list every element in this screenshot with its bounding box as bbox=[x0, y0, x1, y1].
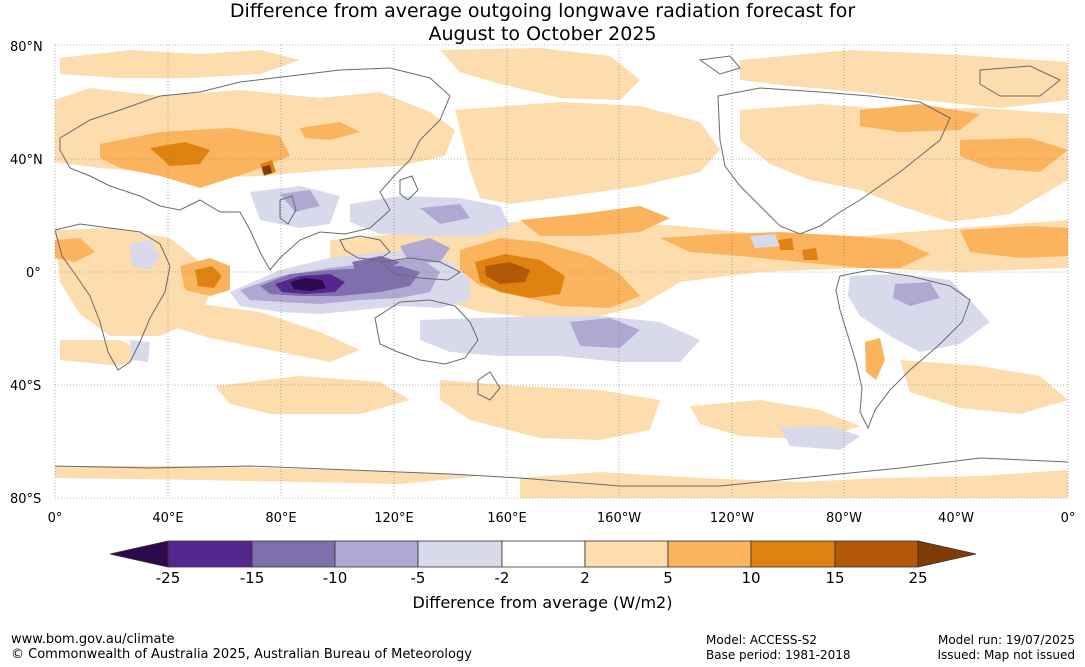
lon-label-80w: 80°W bbox=[826, 511, 862, 526]
lat-label-40s: 40°S bbox=[10, 379, 41, 394]
lon-label-40w: 40°W bbox=[938, 511, 974, 526]
colorbar-tick: 5 bbox=[663, 569, 673, 587]
footer-model-info: Model: ACCESS-S2 Base period: 1981-2018 bbox=[706, 633, 851, 663]
base-period: Base period: 1981-2018 bbox=[706, 648, 851, 662]
colorbar-tick: 15 bbox=[825, 569, 844, 587]
colorbar-swatch bbox=[584, 540, 669, 568]
colorbar-tick: -10 bbox=[323, 569, 348, 587]
copyright-text: © Commonwealth of Australia 2025, Austra… bbox=[11, 647, 472, 662]
colorbar-tick: -2 bbox=[495, 569, 510, 587]
lon-label-80e: 80°E bbox=[265, 511, 296, 526]
lon-label-0: 0° bbox=[48, 511, 63, 526]
colorbar-swatch bbox=[750, 540, 836, 568]
lat-label-equator: 0° bbox=[26, 266, 41, 281]
colorbar-label: Difference from average (W/m2) bbox=[412, 593, 673, 612]
lat-label-40n: 40°N bbox=[10, 153, 43, 168]
anomaly-fields bbox=[55, 45, 1068, 498]
graticule bbox=[54, 44, 1069, 499]
lon-label-160e: 160°E bbox=[487, 511, 527, 526]
map-title-line-1: Difference from average outgoing longwav… bbox=[229, 0, 856, 22]
colorbar-arrow-high bbox=[917, 540, 977, 568]
lon-label-120e: 120°E bbox=[374, 511, 414, 526]
colorbar: -25 -15 -10 -5 -2 2 5 10 15 25 bbox=[109, 540, 977, 587]
latitude-labels: 80°N 40°N 0° 40°S 80°S bbox=[10, 40, 43, 507]
footer-run-info: Model run: 19/07/2025 Issued: Map not is… bbox=[937, 633, 1075, 663]
colorbar-swatch bbox=[417, 540, 503, 568]
colorbar-tick: -5 bbox=[411, 569, 426, 587]
lat-label-80n: 80°N bbox=[10, 40, 43, 55]
colorbar-tick: -15 bbox=[240, 569, 265, 587]
lat-label-80s: 80°S bbox=[10, 492, 41, 507]
map-title-line-2: August to October 2025 bbox=[428, 23, 657, 45]
colorbar-swatch bbox=[334, 540, 419, 568]
colorbar-swatch bbox=[167, 540, 253, 568]
issued-status: Issued: Map not issued bbox=[937, 648, 1075, 662]
colorbar-swatch bbox=[501, 540, 586, 568]
colorbar-ticks: -25 -15 -10 -5 -2 2 5 10 15 25 bbox=[156, 569, 928, 587]
model-name: Model: ACCESS-S2 bbox=[706, 633, 818, 647]
colorbar-swatch bbox=[251, 540, 336, 568]
colorbar-swatch bbox=[667, 540, 752, 568]
map-title: Difference from average outgoing longwav… bbox=[0, 0, 1085, 46]
lon-label-160w: 160°W bbox=[597, 511, 641, 526]
lon-label-40e: 40°E bbox=[152, 511, 183, 526]
colorbar-swatch bbox=[834, 540, 919, 568]
coastlines bbox=[55, 55, 1068, 487]
model-run-date: Model run: 19/07/2025 bbox=[937, 633, 1075, 647]
colorbar-tick: 25 bbox=[908, 569, 927, 587]
lon-label-0-right: 0° bbox=[1061, 511, 1076, 526]
negative-anomaly-regions bbox=[130, 186, 990, 450]
colorbar-tick: -25 bbox=[156, 569, 181, 587]
colorbar-arrow-low bbox=[109, 540, 169, 568]
colorbar-tick: 10 bbox=[741, 569, 760, 587]
positive-anomaly-regions bbox=[55, 48, 1068, 498]
colorbar-tick: 2 bbox=[580, 569, 590, 587]
longitude-labels: 0° 40°E 80°E 120°E 160°E 160°W 120°W 80°… bbox=[48, 511, 1076, 526]
website-link[interactable]: www.bom.gov.au/climate bbox=[11, 632, 175, 647]
lon-label-120w: 120°W bbox=[710, 511, 754, 526]
footer-left: www.bom.gov.au/climate © Commonwealth of… bbox=[11, 632, 472, 662]
